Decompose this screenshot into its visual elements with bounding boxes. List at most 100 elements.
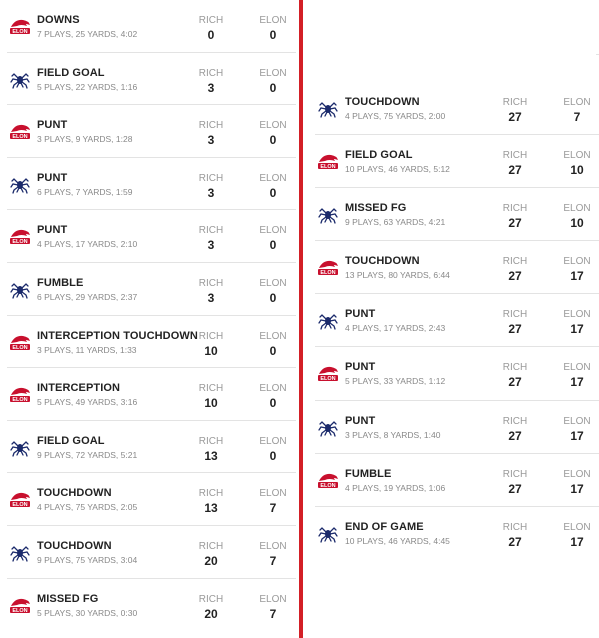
elon-score: 17 bbox=[570, 269, 584, 284]
elon-logo-icon: ELON bbox=[9, 123, 31, 141]
svg-text:ELON: ELON bbox=[12, 345, 27, 351]
elon-logo-icon: ELON bbox=[9, 597, 31, 615]
drive-row[interactable]: ELON PUNT 5 PLAYS, 33 YARDS, 1:12 RICH 2… bbox=[315, 347, 599, 401]
elon-score: 10 bbox=[570, 216, 584, 231]
drive-row[interactable]: ELON TOUCHDOWN 4 PLAYS, 75 YARDS, 2:05 R… bbox=[7, 473, 296, 526]
drive-row[interactable]: TOUCHDOWN 4 PLAYS, 75 YARDS, 2:00 RICH 2… bbox=[315, 82, 599, 136]
elon-label: ELON bbox=[259, 225, 287, 237]
elon-score: 0 bbox=[269, 238, 277, 253]
drive-result: PUNT bbox=[345, 308, 376, 321]
spider-logo-icon bbox=[9, 176, 31, 194]
rich-label: RICH bbox=[502, 309, 528, 321]
svg-text:ELON: ELON bbox=[320, 164, 335, 170]
rich-label: RICH bbox=[502, 362, 528, 374]
drive-result: INTERCEPTION TOUCHDOWN bbox=[37, 329, 198, 342]
rich-label: RICH bbox=[198, 383, 224, 395]
rich-score: 0 bbox=[207, 28, 215, 42]
drive-row[interactable]: ELON FUMBLE 4 PLAYS, 19 YARDS, 1:06 RICH… bbox=[315, 454, 599, 507]
rich-score: 27 bbox=[508, 216, 522, 231]
rich-score: 3 bbox=[207, 238, 215, 253]
elon-label: ELON bbox=[563, 415, 591, 427]
svg-text:ELON: ELON bbox=[12, 29, 27, 35]
drive-row[interactable]: PUNT 4 PLAYS, 17 YARDS, 2:43 RICH 27 ELO… bbox=[315, 294, 599, 348]
svg-text:ELON: ELON bbox=[12, 397, 27, 403]
drive-row[interactable]: ELON INTERCEPTION TOUCHDOWN 3 PLAYS, 11 … bbox=[7, 316, 296, 369]
elon-score: 10 bbox=[570, 163, 584, 178]
rich-label: RICH bbox=[198, 225, 224, 237]
elon-score: 0 bbox=[269, 80, 277, 95]
drive-row[interactable]: FIELD GOAL 5 PLAYS, 22 YARDS, 1:16 RICH … bbox=[7, 53, 296, 106]
drive-row[interactable]: END OF GAME 10 PLAYS, 46 YARDS, 4:45 RIC… bbox=[315, 507, 599, 560]
elon-label: ELON bbox=[259, 435, 287, 447]
rich-label: RICH bbox=[502, 150, 528, 162]
rich-label: RICH bbox=[502, 415, 528, 427]
elon-label: ELON bbox=[563, 97, 591, 108]
elon-score: 17 bbox=[570, 534, 584, 549]
row-divider-edge bbox=[596, 54, 599, 55]
spider-logo-icon bbox=[9, 281, 31, 299]
drive-summary: 10 PLAYS, 46 YARDS, 4:45 bbox=[345, 535, 450, 546]
elon-logo-icon: ELON bbox=[317, 259, 339, 277]
elon-label: ELON bbox=[563, 468, 591, 480]
drive-row[interactable]: FIELD GOAL 9 PLAYS, 72 YARDS, 5:21 RICH … bbox=[7, 421, 296, 474]
drive-summary: 9 PLAYS, 63 YARDS, 4:21 bbox=[345, 217, 446, 228]
drive-row[interactable]: ELON PUNT 4 PLAYS, 17 YARDS, 2:10 RICH 3… bbox=[7, 210, 296, 263]
elon-label: ELON bbox=[259, 15, 287, 26]
elon-score: 17 bbox=[570, 322, 584, 337]
drive-row[interactable]: PUNT 3 PLAYS, 8 YARDS, 1:40 RICH 27 ELON… bbox=[315, 401, 599, 454]
drive-row[interactable]: FUMBLE 6 PLAYS, 29 YARDS, 2:37 RICH 3 EL… bbox=[7, 263, 296, 316]
drive-row[interactable]: TOUCHDOWN 9 PLAYS, 75 YARDS, 3:04 RICH 2… bbox=[7, 526, 296, 579]
drive-row[interactable]: ELON MISSED FG 5 PLAYS, 30 YARDS, 0:30 R… bbox=[7, 579, 296, 632]
elon-label: ELON bbox=[563, 256, 591, 268]
rich-label: RICH bbox=[198, 277, 224, 289]
drive-row[interactable]: MISSED FG 9 PLAYS, 63 YARDS, 4:21 RICH 2… bbox=[315, 188, 599, 242]
rich-score: 27 bbox=[508, 322, 522, 337]
drive-summary: 4 PLAYS, 75 YARDS, 2:05 bbox=[37, 502, 138, 513]
svg-text:ELON: ELON bbox=[320, 270, 335, 276]
drive-row[interactable]: ELON INTERCEPTION 5 PLAYS, 49 YARDS, 3:1… bbox=[7, 368, 296, 421]
drive-summary: 9 PLAYS, 72 YARDS, 5:21 bbox=[37, 449, 138, 460]
spider-logo-icon bbox=[9, 71, 31, 89]
rich-label: RICH bbox=[198, 540, 224, 552]
drive-summary: 13 PLAYS, 80 YARDS, 6:44 bbox=[345, 270, 450, 281]
drive-summary: 10 PLAYS, 46 YARDS, 5:12 bbox=[345, 164, 450, 175]
elon-score: 0 bbox=[269, 290, 277, 305]
elon-score: 7 bbox=[573, 110, 581, 124]
elon-label: ELON bbox=[259, 383, 287, 395]
drive-summary: 4 PLAYS, 75 YARDS, 2:00 bbox=[345, 111, 446, 121]
drive-result: TOUCHDOWN bbox=[37, 539, 112, 552]
elon-label: ELON bbox=[259, 277, 287, 289]
elon-score: 0 bbox=[269, 28, 277, 42]
drive-result: MISSED FG bbox=[37, 592, 99, 605]
rich-score: 13 bbox=[204, 448, 218, 463]
elon-label: ELON bbox=[563, 203, 591, 215]
elon-label: ELON bbox=[563, 362, 591, 374]
rich-score: 27 bbox=[508, 110, 522, 124]
svg-text:ELON: ELON bbox=[12, 134, 27, 140]
drive-list-left: ELON DOWNS 7 PLAYS, 25 YARDS, 4:02 RICH … bbox=[7, 0, 296, 631]
rich-label: RICH bbox=[198, 435, 224, 447]
drive-summary: 4 PLAYS, 17 YARDS, 2:10 bbox=[37, 239, 138, 250]
elon-label: ELON bbox=[259, 330, 287, 342]
svg-text:ELON: ELON bbox=[320, 376, 335, 382]
drive-row[interactable]: ELON PUNT 3 PLAYS, 9 YARDS, 1:28 RICH 3 … bbox=[7, 105, 296, 158]
drive-summary: 9 PLAYS, 75 YARDS, 3:04 bbox=[37, 554, 138, 565]
drive-result: FUMBLE bbox=[37, 276, 84, 289]
drive-row[interactable]: ELON FIELD GOAL 10 PLAYS, 46 YARDS, 5:12… bbox=[315, 135, 599, 189]
drive-summary: 5 PLAYS, 22 YARDS, 1:16 bbox=[37, 81, 138, 92]
elon-logo-icon: ELON bbox=[317, 365, 339, 383]
elon-logo-icon: ELON bbox=[9, 334, 31, 352]
rich-label: RICH bbox=[198, 330, 224, 342]
drive-row[interactable]: ELON TOUCHDOWN 13 PLAYS, 80 YARDS, 6:44 … bbox=[315, 241, 599, 295]
rich-score: 10 bbox=[204, 343, 218, 358]
drive-summary: 5 PLAYS, 33 YARDS, 1:12 bbox=[345, 376, 446, 387]
elon-score: 7 bbox=[269, 501, 277, 516]
elon-label: ELON bbox=[259, 67, 287, 79]
drive-row[interactable]: ELON DOWNS 7 PLAYS, 25 YARDS, 4:02 RICH … bbox=[7, 0, 296, 53]
rich-score: 27 bbox=[508, 534, 522, 549]
drive-result: FUMBLE bbox=[345, 467, 392, 480]
rich-label: RICH bbox=[502, 521, 528, 533]
drive-summary: 6 PLAYS, 7 YARDS, 1:59 bbox=[37, 186, 133, 197]
drive-result: DOWNS bbox=[37, 14, 80, 26]
drive-row[interactable]: PUNT 6 PLAYS, 7 YARDS, 1:59 RICH 3 ELON … bbox=[7, 158, 296, 211]
